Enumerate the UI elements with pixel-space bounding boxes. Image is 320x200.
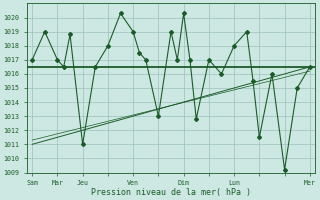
- X-axis label: Pression niveau de la mer( hPa ): Pression niveau de la mer( hPa ): [91, 188, 251, 197]
